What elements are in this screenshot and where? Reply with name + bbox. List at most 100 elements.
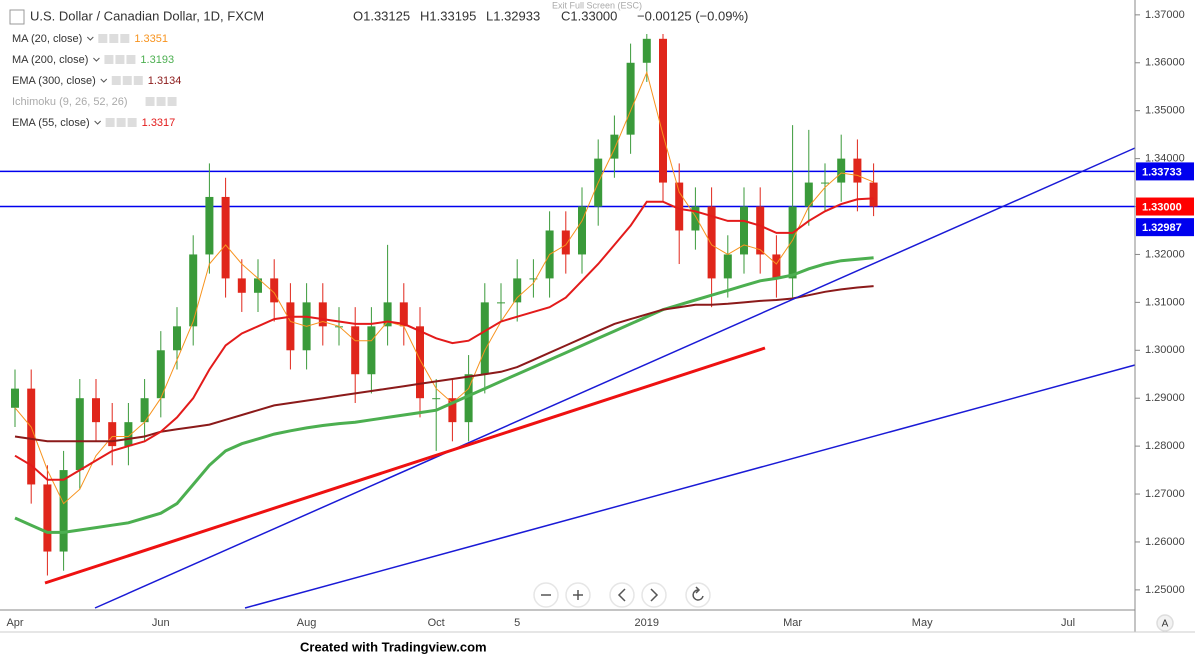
candle-body xyxy=(529,278,538,280)
candle-body xyxy=(189,254,198,327)
legend-value: 1.3351 xyxy=(134,33,168,45)
axes: 1.25000 1.26000 1.27000 1.28000 1.29000 1.300… xyxy=(6,9,1194,629)
candle-body xyxy=(642,38,651,63)
icon xyxy=(692,589,704,601)
legend-dropdown[interactable] xyxy=(94,120,101,125)
y-tick-label: 1.30000 xyxy=(1145,344,1185,356)
candle-body xyxy=(804,182,813,207)
reset-button[interactable] xyxy=(685,582,711,608)
candle-body xyxy=(659,38,667,183)
legend-icon-button[interactable] xyxy=(156,97,166,106)
legend-icon-button[interactable] xyxy=(133,76,143,85)
legend-icon-button[interactable] xyxy=(115,55,125,64)
legend-dropdown[interactable] xyxy=(86,36,94,41)
candle-body xyxy=(399,302,408,327)
candle-body xyxy=(432,398,441,400)
y-tick-label: 1.26000 xyxy=(1145,536,1185,548)
overlay-text: Exit Full Screen (ESC) xyxy=(552,0,642,10)
candle-body xyxy=(756,206,765,255)
icon xyxy=(617,588,626,602)
legend-icon-button[interactable] xyxy=(126,55,136,64)
candle-body xyxy=(821,182,829,184)
candle-body xyxy=(140,398,149,423)
legend-icon-button[interactable] xyxy=(111,76,121,85)
legend-icon-button[interactable] xyxy=(104,55,114,64)
legend-icon-button[interactable] xyxy=(109,34,119,43)
auto-scale-label: A xyxy=(1162,619,1169,630)
candle-body xyxy=(351,326,360,375)
legend-icon-button[interactable] xyxy=(127,118,137,127)
legend-label: EMA (55, close) xyxy=(12,117,90,129)
candle-body xyxy=(205,196,214,255)
candle-body xyxy=(221,196,230,279)
y-tick-label: 1.34000 xyxy=(1145,153,1185,165)
candle-body xyxy=(108,422,117,447)
candle-body xyxy=(156,350,165,399)
icon xyxy=(695,586,701,594)
chart-title: U.S. Dollar / Canadian Dollar, 1D, FXCM xyxy=(30,8,264,23)
y-tick-label: 1.25000 xyxy=(1145,584,1185,596)
scroll-right-button[interactable] xyxy=(641,582,667,608)
footer: Created with Tradingview.com xyxy=(300,639,487,654)
price-label-box xyxy=(1136,162,1194,181)
candle-body xyxy=(59,470,68,552)
trend-line xyxy=(44,346,766,585)
candle-body xyxy=(837,158,846,183)
auto-scale-button[interactable] xyxy=(1156,614,1174,632)
x-tick-label: Apr xyxy=(6,617,23,629)
symbol-icon[interactable] xyxy=(9,9,25,25)
candle-body xyxy=(237,278,246,293)
price-label-box xyxy=(1136,218,1194,237)
candle-body xyxy=(270,278,279,303)
legend-label: Ichimoku (9, 26, 52, 26) xyxy=(12,96,128,108)
legend-label: MA (20, close) xyxy=(12,33,82,45)
x-tick-label: 2019 xyxy=(635,617,659,629)
y-tick-label: 1.37000 xyxy=(1145,9,1185,21)
candle-body xyxy=(707,206,716,279)
y-tick-label: 1.36000 xyxy=(1145,57,1185,69)
x-tick-label: Mar xyxy=(783,617,802,629)
ohlc-value: L1.32933 xyxy=(486,8,540,23)
trend-line xyxy=(94,147,1136,609)
ohlc-value: −0.00125 (−0.09%) xyxy=(637,8,748,23)
candle-body xyxy=(740,206,748,255)
candle-body xyxy=(124,422,133,447)
legend-icon-button[interactable] xyxy=(98,34,108,43)
candle-body xyxy=(723,254,732,279)
legend-icon-button[interactable] xyxy=(122,76,132,85)
ohlc-value: C1.33000 xyxy=(561,8,617,23)
legend-icon-button[interactable] xyxy=(145,97,155,106)
legend-label: EMA (300, close) xyxy=(12,75,96,87)
icon xyxy=(650,588,659,602)
candle-body xyxy=(691,206,700,231)
candle-body xyxy=(318,302,327,327)
y-tick-label: 1.28000 xyxy=(1145,440,1185,452)
x-tick-label: 5 xyxy=(514,617,520,629)
candle-body xyxy=(254,278,262,293)
candle-body xyxy=(675,182,684,231)
candle-body xyxy=(480,302,489,375)
legend-icon-button[interactable] xyxy=(120,34,130,43)
x-tick-label: Oct xyxy=(428,617,445,629)
x-tick-label: Aug xyxy=(297,617,317,629)
scroll-left-button[interactable] xyxy=(609,582,635,608)
price-label: 1.33733 xyxy=(1142,166,1182,178)
candle-body xyxy=(11,388,19,408)
legend-value: 1.3317 xyxy=(142,117,176,129)
legend-dropdown[interactable] xyxy=(100,78,108,83)
legend-icon-button[interactable] xyxy=(167,97,177,106)
candle-body xyxy=(610,134,619,159)
x-tick-label: May xyxy=(912,617,933,629)
trend-line xyxy=(244,364,1136,609)
candle-body xyxy=(92,398,100,423)
legend-icon-button[interactable] xyxy=(116,118,126,127)
legend-dropdown[interactable] xyxy=(93,57,100,62)
candle-body xyxy=(626,62,635,135)
candle-body xyxy=(286,302,295,351)
legend-value: 1.3134 xyxy=(148,75,182,87)
legend-icon-button[interactable] xyxy=(105,118,115,127)
y-tick-label: 1.35000 xyxy=(1145,105,1185,117)
ma-line xyxy=(14,256,874,534)
candle-body xyxy=(383,302,392,327)
